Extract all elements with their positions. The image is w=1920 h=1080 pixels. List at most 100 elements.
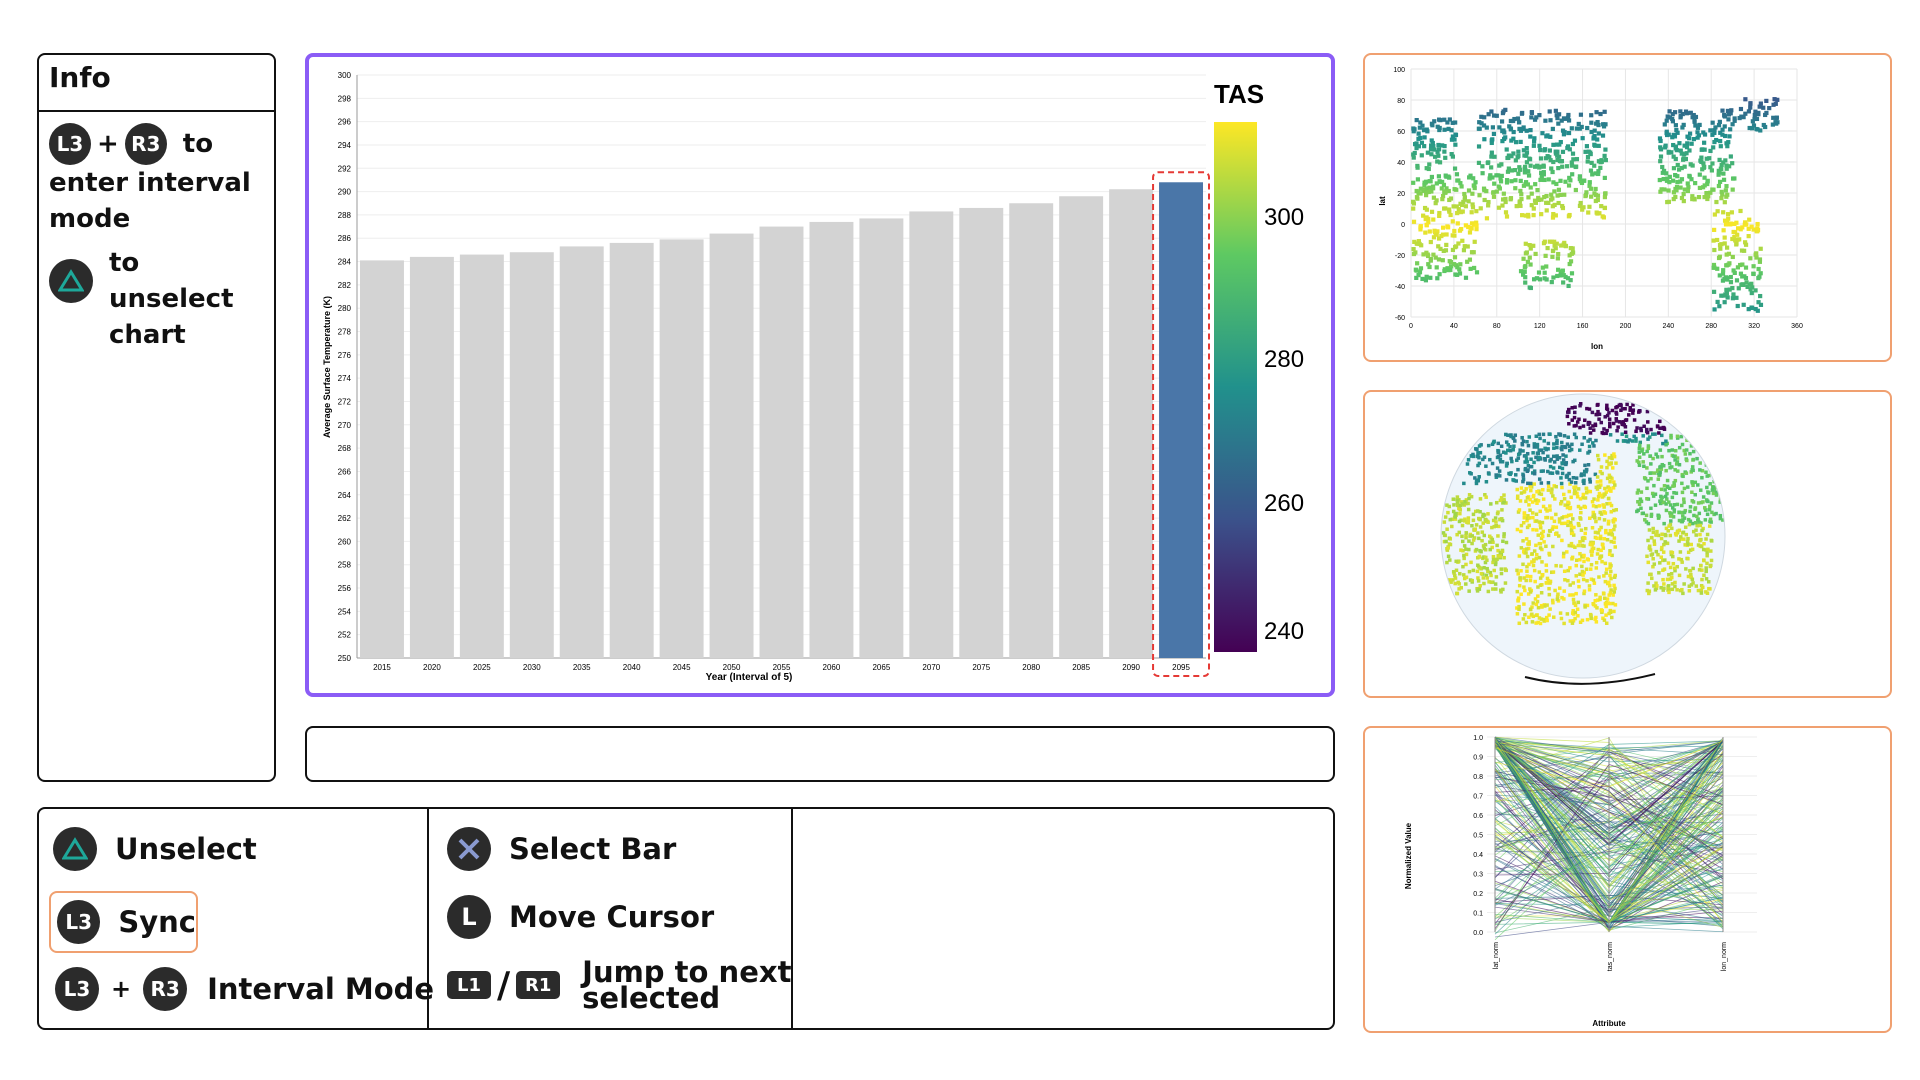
map-cell [1681,157,1686,162]
globe-cell [1614,461,1618,465]
globe-cell [1550,516,1554,520]
globe-cell [1467,493,1472,497]
map-cell [1671,166,1677,171]
map-cell [1559,243,1564,248]
map-chart-panel[interactable]: 100 80 60 40 20 0 -20 -40 -60 0 40 80 120 160 200 240 2… [1363,53,1892,362]
bar[interactable] [909,211,954,658]
globe-cell [1664,526,1669,531]
globe-cell [1596,531,1600,535]
map-cell [1705,181,1710,187]
globe-cell [1607,580,1611,585]
globe-cell [1596,547,1600,552]
bar[interactable] [759,226,804,658]
bar-chart[interactable]: 2015 2020 2025 2030 2035 2040 2045 2050 2055 2060… [309,57,1331,693]
globe-cell [1462,553,1466,558]
globe-cell [1562,497,1567,501]
map-cell [1596,169,1601,174]
bar[interactable] [1109,189,1154,658]
globe-cell [1448,558,1452,562]
globe-cell [1707,507,1712,512]
globe-cell [1677,510,1681,515]
globe-cell [1560,466,1565,471]
globe-cell [1500,460,1505,464]
bar[interactable] [559,246,604,659]
globe-cell [1504,540,1509,545]
map-cell [1591,136,1596,141]
globe-cell [1602,518,1607,522]
globe-cell [1613,545,1617,549]
map-cell [1450,219,1455,224]
map-cell [1724,291,1729,296]
map-cell [1688,110,1693,115]
map-cell [1442,149,1447,154]
info-title: Info [49,61,111,94]
globe-cell [1572,432,1577,436]
globe-cell [1462,481,1466,486]
map-cell [1482,188,1487,193]
globe-cell [1445,527,1449,531]
globe-cell [1444,539,1448,544]
globe-cell [1593,423,1598,428]
globe-cell [1470,523,1474,528]
bar-chart-panel[interactable]: 2015 2020 2025 2030 2035 2040 2045 2050 2055 2060… [305,53,1335,697]
sync-control[interactable]: L3 Sync [49,891,198,953]
globe-cell [1648,454,1653,458]
globe-cell [1700,468,1705,473]
map-cell [1708,190,1713,195]
globe-cell [1521,617,1526,621]
bar[interactable] [959,207,1004,658]
map-y-tick: 100 [1393,67,1405,74]
map-cell [1548,158,1553,163]
map-cell [1578,200,1583,206]
bar[interactable] [659,239,704,658]
globe-cell [1670,550,1675,555]
globe-cell [1527,542,1531,546]
globe-panel[interactable] [1363,390,1892,698]
globe-cell [1537,570,1542,574]
globe-cell [1706,499,1710,504]
bar[interactable] [1009,203,1054,658]
legend-tick-label: 240 [1264,618,1304,645]
bar[interactable] [409,256,454,658]
map-cell [1568,278,1573,283]
globe-cell [1651,564,1655,569]
map-cell [1421,252,1426,257]
globe-cell [1517,604,1521,609]
globe-cell [1578,551,1582,556]
bar[interactable] [509,252,554,658]
globe-cell [1530,552,1534,556]
globe-cell [1655,584,1659,588]
globe-cell [1532,493,1536,498]
globe-cell [1662,586,1666,591]
parallel-coords-panel[interactable]: 1.0 0.9 0.8 0.7 0.6 0.5 0.4 0.3 0.2 0.1 0.0 lat_no… [1363,726,1892,1033]
map-cell [1423,278,1429,283]
bar-selected[interactable] [1159,182,1204,658]
bar[interactable] [1059,196,1104,659]
globe-cell [1572,410,1577,415]
bar[interactable] [859,218,904,658]
bar[interactable] [609,242,654,659]
globe-cell [1667,486,1672,491]
globe-cell [1499,567,1504,571]
parallel-coordinates-chart[interactable]: 1.00.90.80.70.60.50.40.30.20.10.0 lat_no… [1365,728,1890,1031]
bar[interactable] [459,254,504,658]
bar[interactable] [709,233,754,659]
globe-projection[interactable] [1365,392,1890,696]
globe-cell [1524,453,1528,458]
globe-cell [1659,536,1664,541]
globe-cell [1539,591,1544,595]
map-cell [1722,300,1727,305]
globe-cell [1498,588,1503,592]
globe-cell [1638,497,1643,501]
globe-cell [1567,489,1572,494]
bar[interactable] [359,260,404,658]
map-cell [1722,124,1727,129]
map-cell [1421,213,1426,218]
bar[interactable] [809,221,854,658]
globe-cell [1581,424,1586,428]
l3-button-icon: L3 [49,123,91,165]
globe-cell [1578,620,1583,625]
globe-cell [1539,481,1544,485]
globe-cell [1666,584,1671,588]
